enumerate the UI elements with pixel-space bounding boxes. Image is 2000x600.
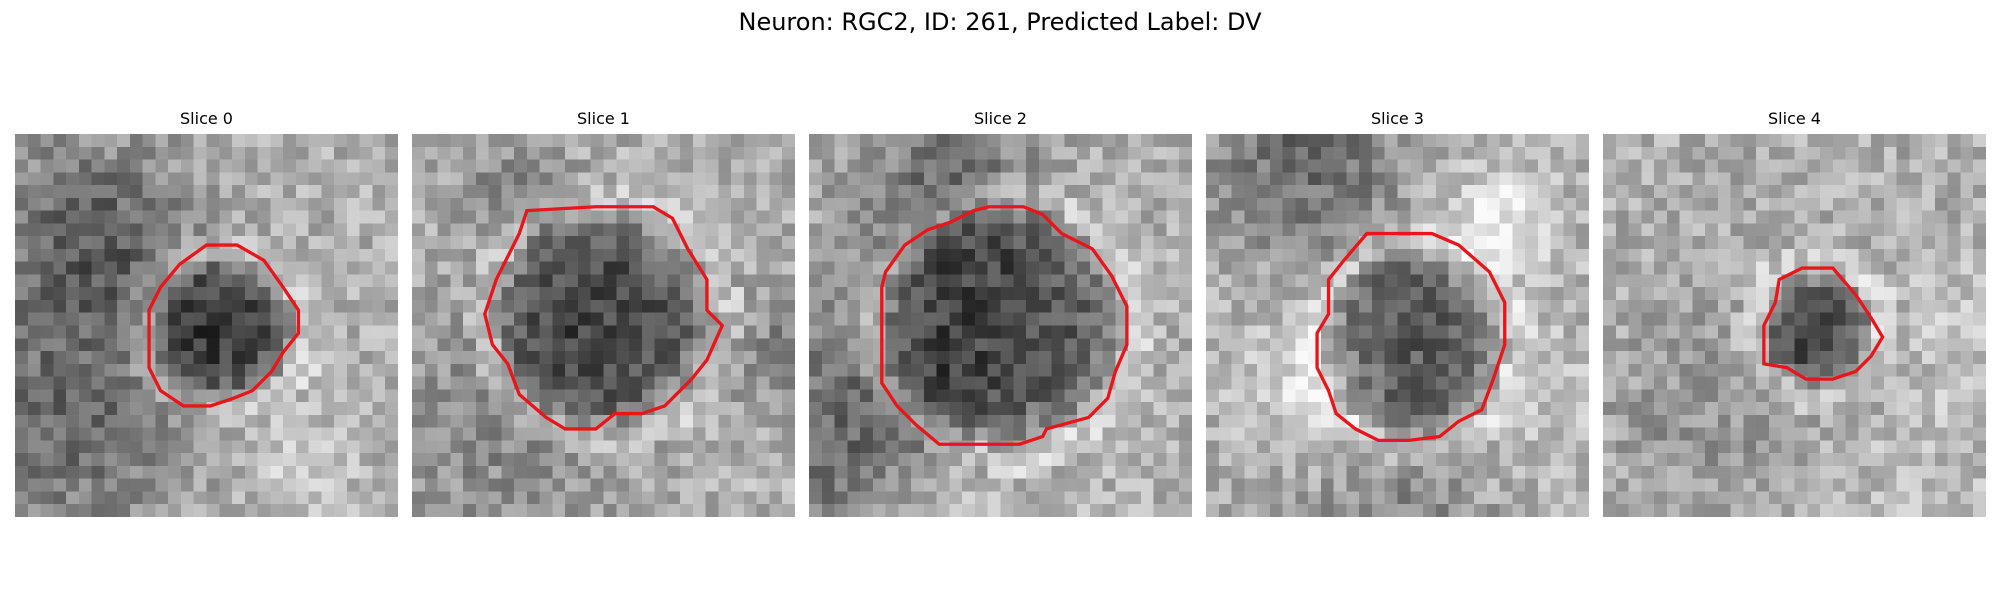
pixel-grid: [1603, 134, 1986, 517]
pixel-grid: [412, 134, 795, 517]
pixel-grid: [15, 134, 398, 517]
cell-contour: [1315, 231, 1507, 443]
microscopy-slice-image: [809, 134, 1192, 517]
slice-title: Slice 1: [577, 109, 630, 128]
pixel-grid: [809, 134, 1192, 517]
slice-panel-0: Slice 0: [15, 108, 398, 528]
cell-contour: [147, 243, 301, 408]
slice-panel-4: Slice 4: [1603, 108, 1986, 528]
slice-title: Slice 2: [974, 109, 1027, 128]
microscopy-slice-image: [15, 134, 398, 517]
pixel-grid: [1206, 134, 1589, 517]
microscopy-slice-image: [1206, 134, 1589, 517]
microscopy-slice-image: [1603, 134, 1986, 517]
cell-contour: [483, 205, 725, 431]
slice-title: Slice 4: [1768, 109, 1821, 128]
slice-panel-1: Slice 1: [412, 108, 795, 528]
slice-title: Slice 0: [180, 109, 233, 128]
cell-contour: [880, 205, 1129, 446]
cell-contour: [1762, 266, 1885, 381]
figure-title: Neuron: RGC2, ID: 261, Predicted Label: …: [738, 8, 1262, 36]
slice-panel-2: Slice 2: [809, 108, 1192, 528]
slice-title: Slice 3: [1371, 109, 1424, 128]
microscopy-slice-image: [412, 134, 795, 517]
slice-panel-3: Slice 3: [1206, 108, 1589, 528]
